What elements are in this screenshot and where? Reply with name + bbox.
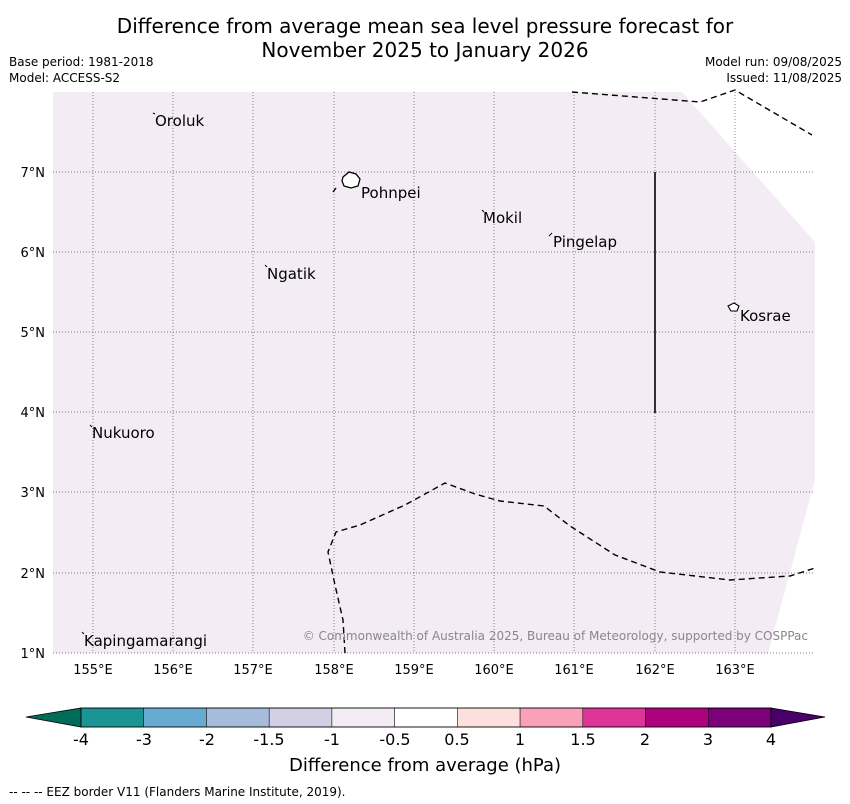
place-label-pohnpei: Pohnpei — [361, 184, 421, 202]
colorbar-tick-label: 2 — [640, 730, 650, 749]
colorbar-tick-label: 0.5 — [444, 730, 469, 749]
colorbar — [25, 707, 826, 728]
colorbar-segment — [143, 707, 207, 728]
place-label-kapingamarangi: Kapingamarangi — [84, 632, 207, 650]
colorbar-segment — [80, 707, 144, 728]
colorbar-segment — [331, 707, 395, 728]
lat-label-5n: 5°N — [21, 326, 46, 341]
place-label-oroluk: Oroluk — [155, 112, 204, 130]
lon-label-163e: 163°E — [715, 663, 755, 678]
colorbar-tick-label: 1 — [515, 730, 525, 749]
eez-legend-note: -- -- -- EEZ border V11 (Flanders Marine… — [9, 785, 346, 799]
lat-label-4n: 4°N — [21, 406, 46, 421]
lat-label-2n: 2°N — [21, 567, 46, 582]
place-label-mokil: Mokil — [483, 209, 522, 227]
copyright-notice: © Commonwealth of Australia 2025, Bureau… — [303, 629, 808, 643]
colorbar-segment — [394, 707, 458, 728]
lat-label-1n: 1°N — [21, 647, 46, 662]
colorbar-high-extend — [770, 707, 826, 728]
pressure-anomaly-fill — [53, 92, 815, 653]
colorbar-tick-label: -1 — [324, 730, 340, 749]
pohnpei-island-outline — [341, 171, 361, 189]
colorbar-tick-label: 3 — [703, 730, 713, 749]
colorbar-title: Difference from average (hPa) — [288, 755, 562, 776]
colorbar-segment — [519, 707, 584, 728]
place-label-pingelap: Pingelap — [553, 233, 617, 251]
place-label-kosrae: Kosrae — [740, 307, 791, 325]
lon-label-157e: 157°E — [233, 663, 273, 678]
kosrae-island-outline — [727, 302, 740, 312]
colorbar-segment — [457, 707, 521, 728]
lat-label-7n: 7°N — [21, 166, 46, 181]
lon-label-159e: 159°E — [394, 663, 434, 678]
graticule — [53, 92, 815, 654]
lon-label-161e: 161°E — [554, 663, 594, 678]
colorbar-segment — [582, 707, 646, 728]
model-run-label: Model run: 09/08/2025 — [704, 55, 842, 69]
colorbar-segment — [206, 707, 270, 728]
colorbar-tick-label: -4 — [73, 730, 89, 749]
lon-label-158e: 158°E — [314, 663, 354, 678]
atoll-markers — [81, 112, 553, 635]
colorbar-low-extend — [25, 707, 82, 728]
model-label: Model: ACCESS-S2 — [9, 71, 121, 85]
lat-label-6n: 6°N — [21, 246, 46, 261]
map-title-line1: Difference from average mean sea level p… — [116, 14, 734, 38]
place-label-nukuoro: Nukuoro — [92, 424, 155, 442]
eez-border-lines — [327, 89, 816, 654]
colorbar-tick-label: 4 — [766, 730, 776, 749]
base-period-label: Base period: 1981-2018 — [9, 55, 154, 69]
colorbar-tick-label: 1.5 — [570, 730, 595, 749]
colorbar-tick-label: -0.5 — [379, 730, 410, 749]
map-title-line2: November 2025 to January 2026 — [261, 38, 589, 62]
lat-label-3n: 3°N — [21, 486, 46, 501]
lon-label-160e: 160°E — [474, 663, 514, 678]
colorbar-tick-label: -3 — [136, 730, 152, 749]
issued-label: Issued: 11/08/2025 — [726, 71, 842, 85]
lon-label-156e: 156°E — [153, 663, 193, 678]
lon-label-155e: 155°E — [73, 663, 113, 678]
colorbar-segment — [708, 707, 772, 728]
colorbar-tick-label: -1.5 — [253, 730, 284, 749]
colorbar-segment — [268, 707, 333, 728]
place-label-ngatik: Ngatik — [267, 265, 316, 283]
lon-label-162e: 162°E — [635, 663, 675, 678]
colorbar-tick-label: -2 — [199, 730, 215, 749]
colorbar-segment — [645, 707, 709, 728]
